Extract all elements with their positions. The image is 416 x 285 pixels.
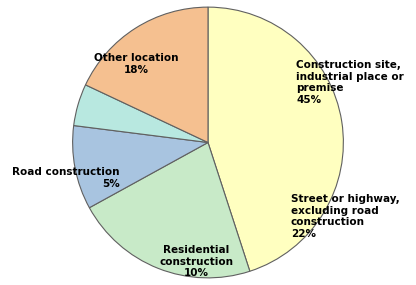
Text: Residential
construction
10%: Residential construction 10% xyxy=(160,245,234,278)
Wedge shape xyxy=(74,85,208,142)
Wedge shape xyxy=(89,142,250,278)
Wedge shape xyxy=(208,7,343,271)
Wedge shape xyxy=(73,125,208,208)
Text: Street or highway,
excluding road
construction
22%: Street or highway, excluding road constr… xyxy=(291,194,399,239)
Text: Road construction
5%: Road construction 5% xyxy=(12,167,120,189)
Text: Other location
18%: Other location 18% xyxy=(94,53,179,75)
Text: Construction site,
industrial place or
premise
45%: Construction site, industrial place or p… xyxy=(296,60,404,105)
Wedge shape xyxy=(86,7,208,142)
